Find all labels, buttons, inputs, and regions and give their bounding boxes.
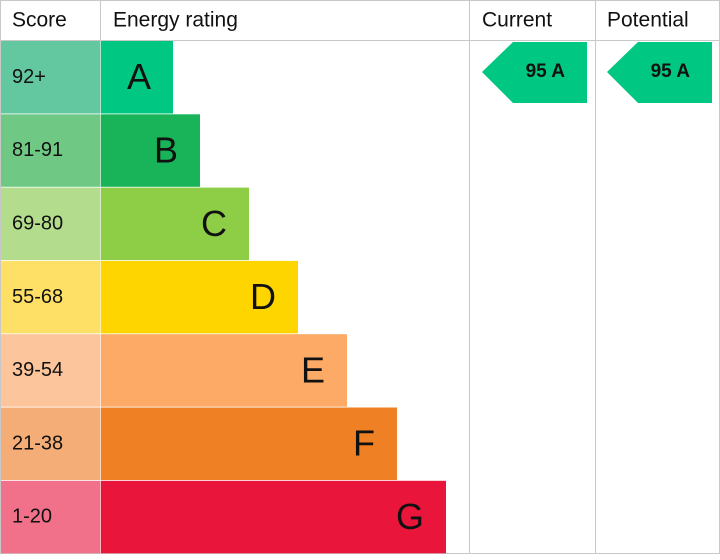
rating-rows: 92+ A 81-91 B 69-80 C 55-68 D 39-54 E 21-38 F 1-20 G (1, 41, 446, 554)
rating-bar (101, 480, 446, 554)
current-label: 95 A (526, 61, 566, 82)
score-cell (1, 334, 101, 407)
score-label: 21-38 (12, 432, 63, 454)
score-cell (1, 480, 101, 554)
rating-letter: C (201, 203, 227, 244)
score-label: 92+ (12, 66, 46, 88)
rating-letter: G (396, 496, 424, 537)
header-score: Score (12, 9, 67, 32)
score-label: 81-91 (12, 139, 63, 161)
current-arrow (482, 42, 587, 103)
score-label: 39-54 (12, 359, 63, 381)
rating-bar (101, 407, 397, 480)
potential-arrow (607, 42, 712, 103)
rating-letter: E (301, 349, 325, 390)
score-label: 1-20 (12, 506, 52, 528)
score-cell (1, 41, 101, 114)
rating-letter: D (250, 276, 276, 317)
score-cell (1, 114, 101, 187)
score-cell (1, 407, 101, 480)
potential-label: 95 A (651, 61, 691, 82)
rating-bar (101, 187, 249, 261)
score-cell (1, 187, 101, 261)
rating-bar (101, 114, 200, 187)
rating-bar (101, 260, 298, 334)
header-current: Current (482, 9, 552, 32)
score-cell (1, 260, 101, 334)
score-label: 69-80 (12, 213, 63, 235)
rating-letter: B (154, 129, 178, 170)
header-potential: Potential (607, 9, 689, 32)
rating-letter: A (127, 56, 151, 97)
header-rating: Energy rating (113, 9, 238, 32)
rating-letter: F (353, 423, 375, 464)
rating-bar (101, 41, 173, 114)
score-label: 55-68 (12, 286, 63, 308)
rating-bar (101, 334, 347, 407)
